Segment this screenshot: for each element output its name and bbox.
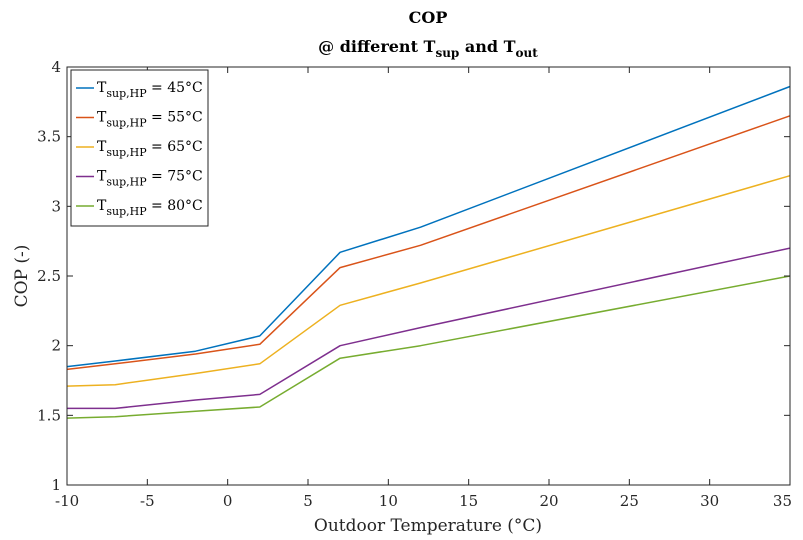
x-tick-label: 30 bbox=[700, 492, 719, 510]
y-tick-label: 3 bbox=[51, 197, 61, 215]
x-tick-label: 20 bbox=[539, 492, 558, 510]
y-tick-label: 3.5 bbox=[37, 128, 61, 146]
y-tick-label: 1 bbox=[51, 476, 61, 494]
x-tick-label: 15 bbox=[459, 492, 478, 510]
axes-layer: -10 -5 0 5 10 15 20 25 30 35 1 1.5 2 2.5 3 3.5 4 bbox=[37, 58, 792, 510]
series-layer bbox=[66, 85, 791, 419]
y-tick-label: 2 bbox=[51, 337, 61, 355]
y-tick-label: 2.5 bbox=[37, 267, 61, 285]
series-line-4 bbox=[67, 247, 791, 410]
title-line-1: COP bbox=[409, 8, 448, 27]
legend-label-1: Tsup,HP = 45°C bbox=[97, 80, 203, 100]
y-tick-label: 4 bbox=[51, 58, 61, 76]
x-tick-label: -5 bbox=[140, 492, 155, 510]
series-line-1 bbox=[66, 85, 791, 368]
x-tick-label: 10 bbox=[379, 492, 398, 510]
x-tick-label: -10 bbox=[55, 492, 79, 510]
legend: Tsup,HP = 45°C Tsup,HP = 55°C Tsup,HP = 65… bbox=[70, 69, 209, 227]
series-line-3 bbox=[66, 174, 791, 387]
x-tick-label: 5 bbox=[303, 492, 313, 510]
legend-label-2: Tsup,HP = 55°C bbox=[97, 110, 203, 130]
x-tick-label: 25 bbox=[620, 492, 639, 510]
x-axis-label: Outdoor Temperature (°C) bbox=[314, 516, 542, 536]
legend-label-4: Tsup,HP = 75°C bbox=[97, 169, 203, 189]
x-tick-label: 35 bbox=[773, 492, 792, 510]
legend-box bbox=[70, 69, 209, 227]
legend-label-3: Tsup,HP = 65°C bbox=[97, 139, 203, 159]
series-line-2 bbox=[66, 115, 791, 371]
title-line-2: @ different Tsup and Tout bbox=[318, 37, 538, 60]
chart-title: COP @ different Tsup and Tout bbox=[318, 8, 538, 60]
y-axis-label: COP (-) bbox=[12, 245, 32, 308]
x-tick-label: 0 bbox=[223, 492, 233, 510]
series-line-5 bbox=[66, 275, 791, 419]
legend-label-5: Tsup,HP = 80°C bbox=[97, 198, 203, 218]
y-tick-label: 1.5 bbox=[37, 406, 61, 424]
